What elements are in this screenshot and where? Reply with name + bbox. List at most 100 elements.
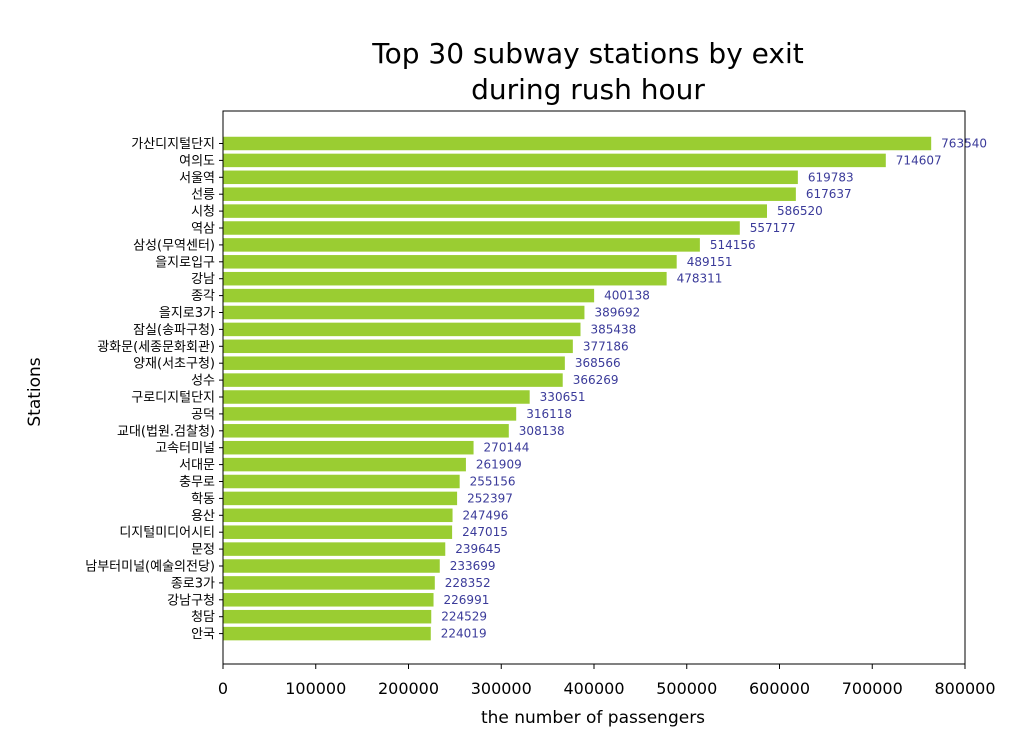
data-label: 224019 [441, 627, 487, 641]
x-axis-ticks: 0 100000 200000 300000 400000 500000 600000 700… [218, 664, 996, 698]
x-tick-label: 100000 [285, 679, 346, 698]
data-label: 316118 [526, 407, 572, 421]
y-tick-label: 학동 [191, 492, 215, 507]
x-tick-label: 0 [218, 679, 228, 698]
data-label: 619783 [808, 170, 854, 184]
data-label: 247496 [463, 508, 509, 522]
y-tick-label: 성수 [191, 374, 215, 389]
y-tick-label: 남부터미널(예술의전당) [85, 560, 215, 575]
chart-title-line: during rush hour [471, 73, 705, 106]
y-tick-label: 안국 [191, 627, 215, 642]
data-label: 247015 [462, 525, 508, 539]
bar [223, 153, 886, 168]
x-tick-label: 700000 [842, 679, 903, 698]
bar [223, 390, 530, 404]
y-tick-label: 종로3가 [171, 576, 215, 591]
y-tick-label: 문정 [191, 543, 215, 558]
data-label: 224529 [441, 610, 487, 624]
bar [223, 457, 466, 472]
y-tick-label: 여의도 [179, 154, 215, 169]
data-label: 714607 [896, 153, 942, 167]
y-tick-label: 강남 [191, 272, 215, 287]
y-tick-label: 공덕 [191, 407, 215, 422]
data-label: 385438 [590, 322, 636, 336]
y-tick-label: 고속터미널 [155, 441, 215, 456]
bar [223, 559, 440, 573]
data-label: 489151 [687, 255, 733, 269]
x-tick-label: 600000 [749, 679, 810, 698]
data-label: 389692 [594, 306, 640, 320]
chart-title-line: Top 30 subway stations by exit [371, 37, 803, 70]
data-label: 226991 [444, 593, 490, 607]
bar [223, 271, 667, 286]
bar [223, 626, 431, 641]
data-label: 233699 [450, 559, 496, 573]
bar [223, 322, 581, 337]
x-tick-label: 300000 [471, 679, 532, 698]
y-tick-label: 을지로3가 [159, 306, 215, 321]
y-tick-label: 강남구청 [167, 593, 215, 608]
bar [223, 288, 595, 303]
bar [223, 373, 563, 387]
bar [223, 440, 474, 455]
bar [223, 525, 453, 539]
bar [223, 238, 700, 252]
y-tick-label: 역삼 [191, 222, 215, 237]
bars-group [223, 136, 932, 641]
bar [223, 187, 796, 201]
x-tick-label: 500000 [656, 679, 717, 698]
data-label: 228352 [445, 576, 491, 590]
data-label: 478311 [677, 272, 723, 286]
data-label: 763540 [941, 137, 987, 151]
data-label: 366269 [573, 373, 619, 387]
y-tick-label: 가산디지털단지 [131, 137, 215, 152]
y-tick-label: 을지로입구 [155, 255, 215, 270]
data-label: 308138 [519, 424, 565, 438]
data-label: 270144 [484, 441, 530, 455]
bar [223, 204, 767, 218]
data-label: 261909 [476, 458, 522, 472]
y-tick-label: 구로디지털단지 [131, 391, 215, 406]
y-tick-label: 용산 [191, 509, 215, 524]
data-label: 330651 [540, 390, 586, 404]
data-label: 586520 [777, 204, 823, 218]
x-axis-label: the number of passengers [481, 708, 705, 728]
y-tick-label: 양재(서초구청) [133, 357, 215, 372]
x-tick-label: 800000 [934, 679, 995, 698]
data-label: 557177 [750, 221, 796, 235]
bar [223, 170, 798, 185]
y-tick-label: 디지털미디어시티 [119, 526, 215, 541]
bar [223, 407, 517, 421]
plot-frame [222, 110, 966, 665]
data-label: 617637 [806, 187, 852, 201]
y-tick-label: 서울역 [179, 171, 215, 186]
y-tick-label: 삼성(무역센터) [133, 238, 215, 253]
bar [223, 305, 585, 320]
y-tick-label: 교대(법원.검찰청) [117, 424, 215, 439]
y-tick-label: 서대문 [179, 458, 215, 473]
x-tick-label: 400000 [563, 679, 624, 698]
data-label: 514156 [710, 238, 756, 252]
bar [223, 593, 434, 607]
bar [223, 491, 458, 506]
data-label: 377186 [583, 339, 629, 353]
bar [223, 221, 740, 235]
data-label: 255156 [470, 475, 516, 489]
bar [223, 255, 677, 269]
bar [223, 542, 446, 556]
bar [223, 424, 509, 438]
y-tick-label: 충무로 [179, 475, 215, 490]
data-label: 239645 [455, 542, 501, 556]
x-tick-label: 200000 [378, 679, 439, 698]
y-axis-label: Stations [25, 357, 45, 426]
bar [223, 576, 435, 590]
y-tick-label: 종각 [191, 289, 215, 304]
data-label: 400138 [604, 289, 650, 303]
bar [223, 474, 460, 489]
data-labels-group: 763540 714607 619783 617637 586520 557177 5141… [441, 137, 987, 641]
chart-title: Top 30 subway stations by exit during rus… [371, 37, 803, 106]
y-tick-label: 선릉 [191, 188, 215, 203]
bar [223, 339, 573, 354]
